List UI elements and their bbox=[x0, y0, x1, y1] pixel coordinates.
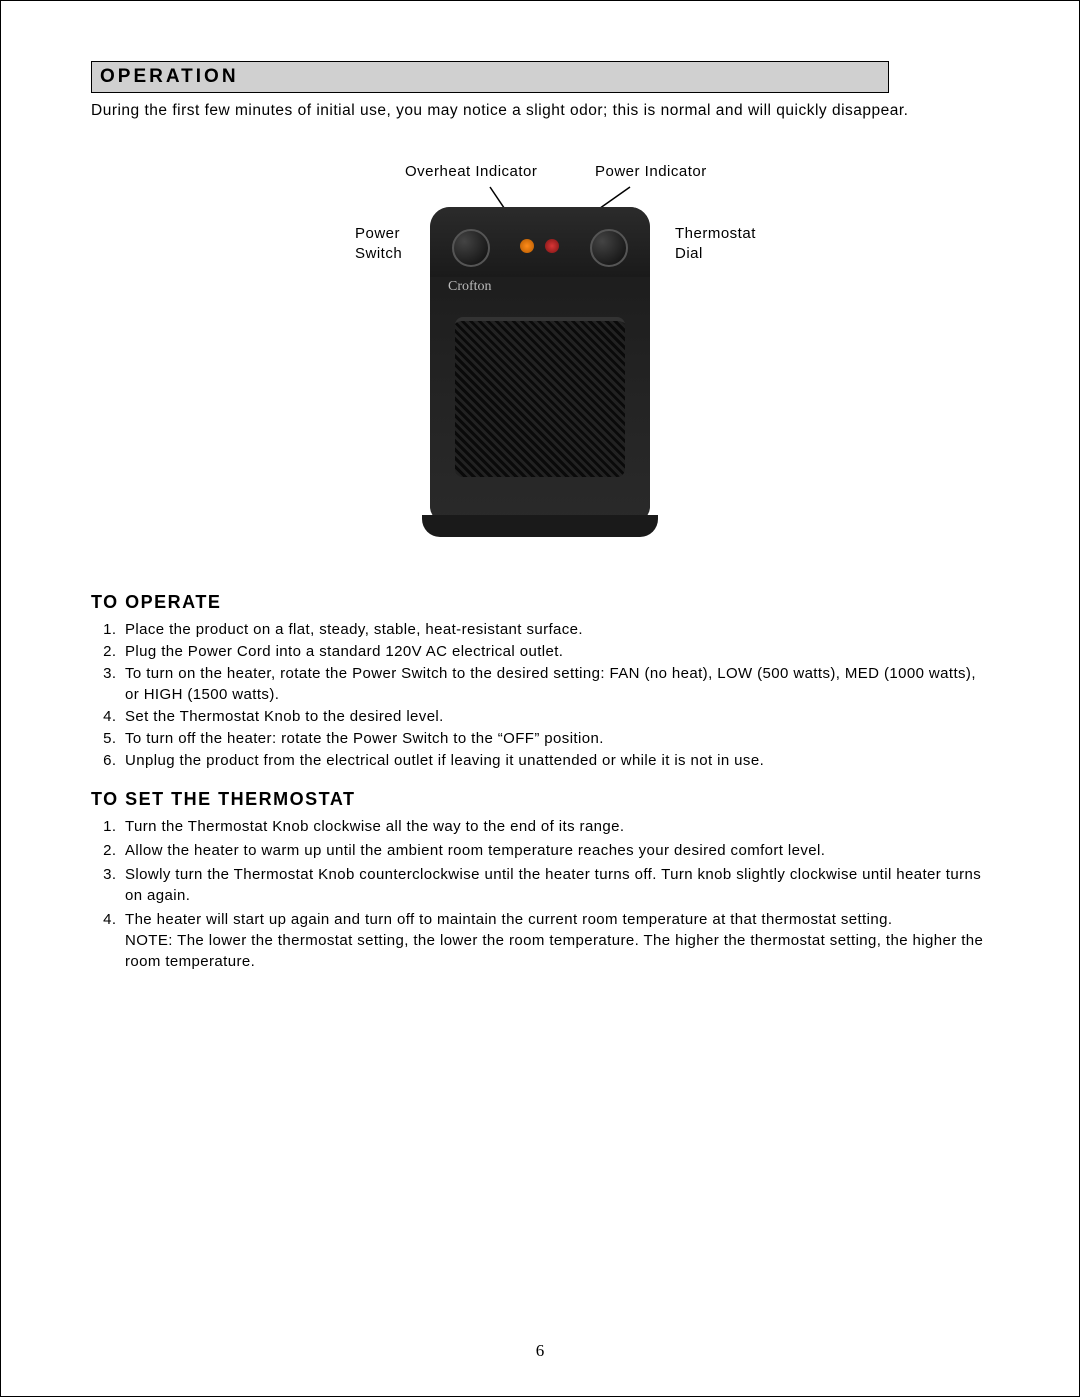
thermostat-knob bbox=[590, 229, 628, 267]
heater-body: Crofton bbox=[430, 207, 650, 527]
label-power-switch-l2: Switch bbox=[355, 245, 402, 262]
to-operate-list: Place the product on a flat, steady, sta… bbox=[91, 619, 989, 771]
list-item: To turn on the heater, rotate the Power … bbox=[121, 663, 989, 705]
power-switch-knob bbox=[452, 229, 490, 267]
heater-base bbox=[422, 515, 658, 537]
list-item: Slowly turn the Thermostat Knob counterc… bbox=[121, 864, 989, 906]
label-thermostat-dial: Thermostat Dial bbox=[675, 224, 756, 263]
manual-page: OPERATION During the first few minutes o… bbox=[0, 0, 1080, 1397]
list-item: Turn the Thermostat Knob clockwise all t… bbox=[121, 816, 989, 837]
list-item: The heater will start up again and turn … bbox=[121, 909, 989, 972]
heater-diagram: Overheat Indicator Power Indicator Power… bbox=[240, 162, 840, 562]
intro-text: During the first few minutes of initial … bbox=[91, 99, 989, 122]
section-header-operation: OPERATION bbox=[91, 61, 889, 93]
heading-to-set-thermostat: TO SET THE THERMOSTAT bbox=[91, 789, 989, 810]
label-thermostat-l2: Dial bbox=[675, 245, 703, 262]
list-item: Place the product on a flat, steady, sta… bbox=[121, 619, 989, 640]
to-set-thermostat-list: Turn the Thermostat Knob clockwise all t… bbox=[91, 816, 989, 972]
list-item: Set the Thermostat Knob to the desired l… bbox=[121, 706, 989, 727]
label-thermostat-l1: Thermostat bbox=[675, 225, 756, 242]
list-item: Plug the Power Cord into a standard 120V… bbox=[121, 641, 989, 662]
list-item: Allow the heater to warm up until the am… bbox=[121, 840, 989, 861]
heading-to-operate: TO OPERATE bbox=[91, 592, 989, 613]
label-power-switch: Power Switch bbox=[355, 224, 402, 263]
brand-logo: Crofton bbox=[448, 279, 492, 295]
label-power-switch-l1: Power bbox=[355, 225, 400, 242]
heater-illustration: Crofton bbox=[430, 207, 650, 527]
heater-grille bbox=[455, 317, 625, 477]
page-number: 6 bbox=[1, 1341, 1079, 1361]
list-item: Unplug the product from the electrical o… bbox=[121, 750, 989, 771]
list-item: To turn off the heater: rotate the Power… bbox=[121, 728, 989, 749]
label-overheat-indicator: Overheat Indicator bbox=[405, 162, 537, 182]
label-power-indicator: Power Indicator bbox=[595, 162, 707, 182]
